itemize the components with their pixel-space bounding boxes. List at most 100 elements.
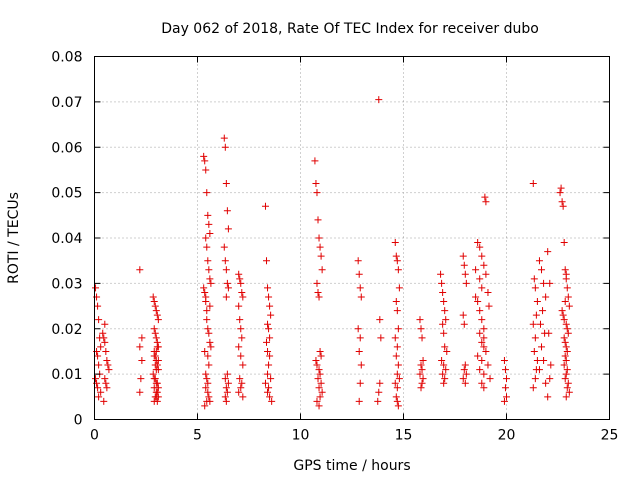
data-point [205, 361, 213, 369]
data-point [315, 234, 323, 242]
data-point [105, 366, 113, 374]
data-point [239, 293, 247, 301]
data-point [478, 379, 486, 387]
data-point [354, 325, 362, 333]
data-point [375, 96, 383, 104]
data-point [482, 347, 490, 355]
x-axis-label: GPS time / hours [293, 458, 410, 474]
data-point [150, 325, 158, 333]
data-point [264, 347, 272, 355]
data-point [476, 275, 484, 283]
data-point [559, 311, 567, 319]
data-point [224, 379, 232, 387]
data-point [558, 198, 566, 206]
data-point [462, 370, 470, 378]
data-point [395, 375, 403, 383]
data-point [480, 334, 488, 342]
data-point [316, 243, 324, 251]
data-point [542, 379, 550, 387]
data-point [478, 316, 486, 324]
data-points [92, 96, 573, 410]
data-point [392, 393, 400, 401]
data-point [264, 388, 272, 396]
data-point [223, 388, 231, 396]
data-point [486, 375, 494, 383]
data-point [153, 343, 161, 351]
data-point [204, 211, 212, 219]
data-point [138, 334, 146, 342]
data-point [394, 361, 402, 369]
data-point [313, 189, 321, 197]
data-point [205, 220, 213, 228]
data-point [542, 293, 550, 301]
data-point [316, 370, 324, 378]
data-point [313, 279, 321, 287]
data-point [205, 266, 213, 274]
data-point [138, 357, 146, 365]
data-point [529, 180, 537, 188]
data-point [317, 352, 325, 360]
data-point [311, 157, 319, 165]
data-point [440, 329, 448, 337]
data-point [375, 388, 383, 396]
data-point [202, 370, 210, 378]
data-point [565, 388, 573, 396]
data-point [419, 375, 427, 383]
data-point [357, 293, 365, 301]
data-point [564, 329, 572, 337]
x-tick-label: 0 [90, 428, 99, 444]
data-point [482, 198, 490, 206]
data-point [317, 252, 325, 260]
data-point [203, 307, 211, 315]
data-point [204, 388, 212, 396]
data-point [564, 379, 572, 387]
data-point [237, 352, 245, 360]
data-point [482, 270, 490, 278]
x-tick-labels: 0 5 10 15 20 25 [90, 428, 618, 444]
data-point [136, 343, 144, 351]
data-point [394, 325, 402, 333]
data-point [416, 316, 424, 324]
data-point [103, 357, 111, 365]
data-point [355, 397, 363, 405]
data-point [314, 216, 322, 224]
data-point [503, 393, 510, 401]
data-point [461, 361, 469, 369]
data-point [237, 384, 245, 392]
data-point [354, 257, 362, 265]
data-point [95, 393, 103, 401]
y-tick-label: 0.07 [51, 95, 82, 111]
y-tick-label: 0.06 [51, 140, 82, 156]
data-point [102, 379, 110, 387]
data-point [203, 375, 211, 383]
data-point [539, 307, 547, 315]
data-point [268, 397, 276, 405]
data-point [315, 402, 323, 410]
data-point [545, 329, 553, 337]
data-point [480, 370, 488, 378]
data-point [391, 239, 399, 247]
data-point [92, 284, 100, 292]
data-point [393, 397, 401, 405]
data-point [562, 270, 570, 278]
data-point [312, 357, 320, 365]
data-point [563, 384, 571, 392]
data-point [441, 343, 449, 351]
data-point [261, 202, 269, 210]
data-point [394, 402, 402, 410]
data-point [314, 375, 322, 383]
data-point [220, 134, 228, 142]
data-point [546, 279, 554, 287]
data-point [203, 189, 211, 197]
data-point [393, 384, 401, 392]
grid-lines [94, 56, 610, 420]
data-point [563, 284, 571, 292]
data-point [442, 366, 450, 374]
data-point [530, 347, 538, 355]
data-point [235, 270, 243, 278]
data-point [239, 361, 247, 369]
data-point [264, 284, 272, 292]
data-point [95, 361, 103, 369]
data-point [561, 298, 569, 306]
